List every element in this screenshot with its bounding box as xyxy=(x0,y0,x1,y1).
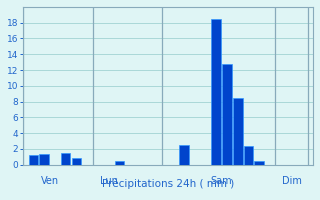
Bar xyxy=(212,19,221,165)
Text: Ven: Ven xyxy=(40,176,59,186)
Text: Dim: Dim xyxy=(282,176,301,186)
Bar xyxy=(39,154,49,165)
Bar xyxy=(115,161,124,165)
Bar xyxy=(72,158,81,165)
Bar xyxy=(179,145,189,165)
Bar xyxy=(254,161,264,165)
Bar xyxy=(61,153,70,165)
Bar xyxy=(233,98,243,165)
Text: Lun: Lun xyxy=(100,176,118,186)
Bar xyxy=(244,146,253,165)
Bar xyxy=(222,64,232,165)
Bar xyxy=(28,155,38,165)
X-axis label: Précipitations 24h ( mm ): Précipitations 24h ( mm ) xyxy=(102,179,234,189)
Text: Sam: Sam xyxy=(211,176,232,186)
